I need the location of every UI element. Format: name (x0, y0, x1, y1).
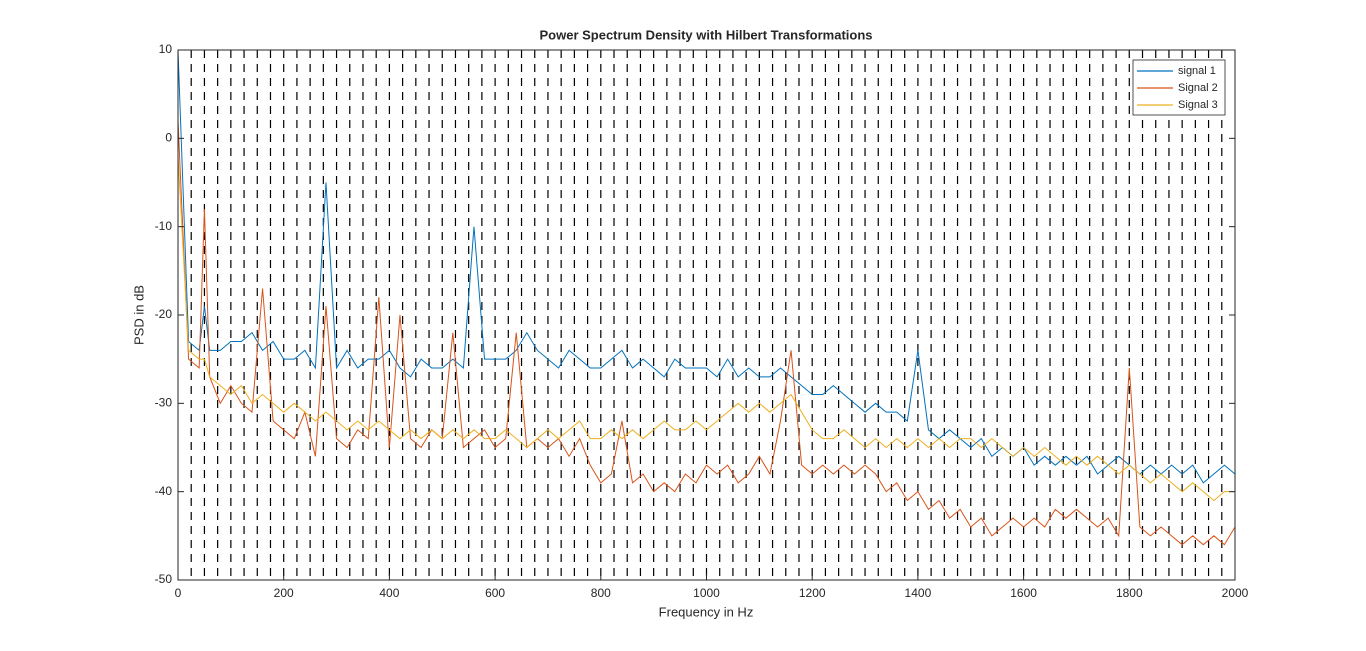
y-tick-label: 0 (165, 131, 172, 145)
x-tick-label: 1400 (905, 586, 932, 600)
y-tick-label: 10 (159, 42, 173, 56)
legend-label: Signal 3 (1178, 99, 1218, 111)
legend-label: Signal 2 (1178, 82, 1218, 94)
x-tick-label: 600 (485, 586, 505, 600)
y-tick-label: -10 (155, 219, 173, 233)
x-tick-label: 1200 (799, 586, 826, 600)
y-tick-label: -50 (155, 572, 173, 586)
y-axis-label: PSD in dB (131, 285, 146, 345)
x-tick-label: 1000 (693, 586, 720, 600)
x-tick-label: 400 (379, 586, 399, 600)
x-tick-label: 1600 (1010, 586, 1037, 600)
x-tick-label: 200 (274, 586, 294, 600)
data-line (177, 155, 1235, 502)
y-tick-label: -30 (155, 396, 173, 410)
chart-title: Power Spectrum Density with Hilbert Tran… (539, 27, 872, 42)
data-line (177, 120, 1236, 546)
x-tick-label: 800 (591, 586, 611, 600)
x-axis-label: Frequency in Hz (659, 604, 754, 619)
y-tick-label: -40 (155, 484, 173, 498)
x-tick-label: 2000 (1222, 586, 1249, 600)
x-tick-label: 0 (175, 586, 182, 600)
x-tick-label: 1800 (1116, 586, 1143, 600)
y-tick-label: -20 (155, 307, 173, 321)
legend-label: signal 1 (1178, 65, 1216, 77)
data-line (177, 49, 1236, 484)
